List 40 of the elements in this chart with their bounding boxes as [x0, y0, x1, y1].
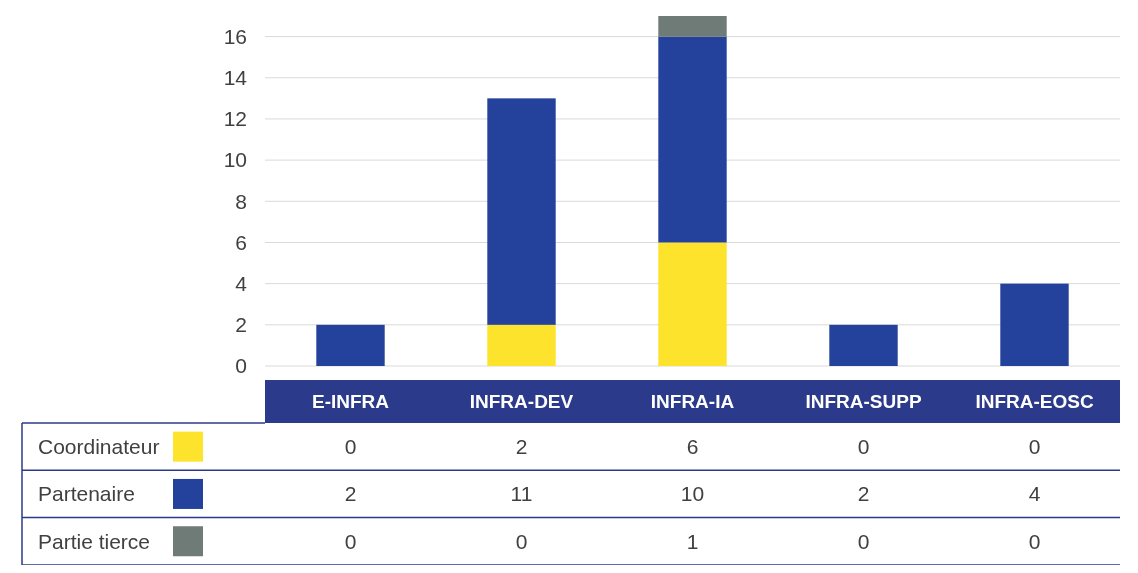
data-label: 2 [857, 482, 870, 506]
bar [316, 324, 385, 366]
bar [658, 36, 727, 243]
x-tick-label: E-INFRA [311, 391, 390, 413]
y-tick-label: 0 [235, 354, 247, 378]
data-label: 10 [680, 482, 705, 506]
data-label: 11 [510, 482, 533, 506]
bar [487, 98, 556, 325]
data-label: 4 [1028, 482, 1041, 506]
bar [658, 242, 727, 366]
data-label: 0 [515, 529, 528, 553]
data-label: 2 [515, 435, 528, 458]
bar [658, 16, 727, 37]
bar [487, 324, 556, 366]
data-label: 0 [857, 435, 870, 458]
legend-label: Partenaire [38, 482, 135, 506]
data-label: 0 [857, 529, 870, 553]
y-tick-label: 12 [223, 107, 247, 131]
data-label: 1 [686, 529, 699, 553]
bar [829, 324, 898, 366]
y-tick-label: 4 [235, 272, 248, 295]
x-tick-label: INFRA-DEV [469, 391, 574, 413]
y-tick-label: 14 [223, 66, 248, 90]
y-tick-label: 2 [235, 313, 247, 337]
y-tick-label: 10 [223, 148, 247, 172]
legend-label: Coordinateur [38, 435, 160, 458]
legend-label: Partie tierce [38, 529, 151, 553]
x-tick-label: INFRA-EOSC [975, 391, 1094, 413]
x-tick-label: INFRA-SUPP [805, 391, 922, 413]
bar [1000, 283, 1069, 366]
data-label: 0 [344, 435, 357, 458]
data-label: 0 [1028, 435, 1041, 458]
data-label: 0 [344, 529, 357, 553]
data-label: 2 [344, 482, 357, 506]
y-tick-label: 6 [235, 230, 247, 254]
y-tick-label: 16 [223, 24, 247, 48]
data-label: 6 [686, 435, 699, 458]
data-label: 0 [1028, 529, 1041, 553]
x-tick-label: INFRA-IA [650, 391, 735, 413]
y-tick-label: 8 [235, 189, 247, 213]
